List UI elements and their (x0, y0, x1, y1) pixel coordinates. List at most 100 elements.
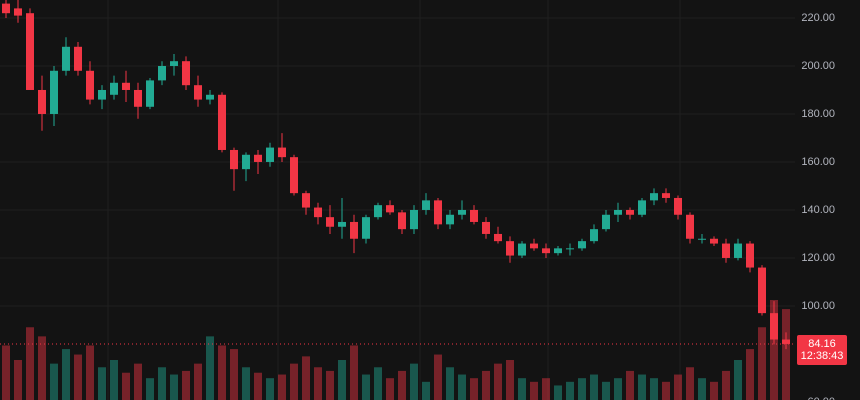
candle-body (746, 243, 754, 268)
volume-bar (650, 378, 658, 400)
candle-body (278, 147, 286, 158)
volume-bar (98, 367, 106, 400)
volume-bar (266, 378, 274, 400)
candle-body (494, 233, 502, 242)
candle-body (614, 209, 622, 215)
volume-bar (362, 374, 370, 400)
candle-body (650, 193, 658, 201)
candle-body (266, 147, 274, 162)
volume-bar (86, 345, 94, 400)
candle-body (170, 61, 178, 66)
candle-body (422, 200, 430, 210)
volume-bar (698, 378, 706, 400)
volume-bar (374, 367, 382, 400)
volume-bar (734, 360, 742, 400)
volume-bar (62, 349, 70, 400)
volume-bar (146, 378, 154, 400)
y-tick-label: 120.00 (801, 252, 835, 264)
candle-body (158, 65, 166, 81)
volume-bar (218, 345, 226, 400)
volume-bar (506, 360, 514, 400)
candle-body (74, 46, 82, 71)
volume-bar (134, 363, 142, 400)
candle-body (686, 214, 694, 239)
candle-body (314, 207, 322, 218)
candle-body (638, 200, 646, 215)
y-tick-label: 180.00 (801, 108, 835, 120)
candle-body (518, 243, 526, 256)
candle-body (398, 212, 406, 230)
volume-bar (602, 381, 610, 400)
candle-body (482, 221, 490, 234)
volume-bar (674, 374, 682, 400)
volume-bar (758, 327, 766, 400)
volume-bar (398, 370, 406, 400)
candle-body (182, 61, 190, 86)
candle-body (710, 238, 718, 244)
price-label: 84.16 (808, 338, 836, 350)
volume-bar (662, 381, 670, 400)
candle-body (374, 205, 382, 218)
candle-body (326, 217, 334, 227)
volume-bar (314, 367, 322, 400)
candle-body (362, 217, 370, 239)
volume-bar (242, 367, 250, 400)
candle-body (758, 267, 766, 314)
volume-bar (626, 370, 634, 400)
candle-body (542, 248, 550, 254)
candle-body (194, 85, 202, 100)
candle-body (98, 89, 106, 100)
volume-bar (50, 363, 58, 400)
candle-body (434, 200, 442, 225)
candle-body (26, 13, 34, 90)
candle-body (554, 248, 562, 254)
candle-body (86, 70, 94, 100)
volume-bar (722, 370, 730, 400)
candle-body (110, 82, 118, 95)
volume-bar (590, 374, 598, 400)
volume-bar (566, 381, 574, 400)
volume-bar (386, 378, 394, 400)
volume-bar (554, 385, 562, 400)
y-tick-label: 100.00 (801, 300, 835, 312)
volume-bar (26, 327, 34, 400)
volume-bar (278, 374, 286, 400)
candle-body (566, 248, 574, 250)
volume-bar (686, 367, 694, 400)
y-tick-label: 160.00 (801, 156, 835, 168)
volume-bar (230, 349, 238, 400)
volume-bar (494, 363, 502, 400)
y-tick-label: 60.00 (807, 396, 835, 400)
volume-bar (254, 372, 262, 400)
volume-bar (458, 374, 466, 400)
candle-body (626, 209, 634, 215)
candle-body (2, 3, 10, 14)
y-tick-label: 220.00 (801, 12, 835, 24)
volume-bar (578, 378, 586, 400)
candle-body (38, 89, 46, 114)
candle-body (722, 243, 730, 258)
volume-bar (2, 345, 10, 400)
candle-body (302, 193, 310, 208)
volume-bar (410, 363, 418, 400)
volume-bar (782, 309, 790, 400)
volume-bar (482, 370, 490, 400)
candle-body (218, 94, 226, 150)
volume-bar (434, 354, 442, 400)
volume-bar (74, 354, 82, 400)
volume-bar (350, 345, 358, 400)
volume-bar (290, 363, 298, 400)
volume-bar (170, 374, 178, 400)
candle-body (446, 214, 454, 225)
volume-bar (530, 381, 538, 400)
volume-bar (302, 356, 310, 400)
candle-body (242, 154, 250, 170)
volume-bar (470, 378, 478, 400)
candle-body (698, 238, 706, 240)
volume-bar (710, 381, 718, 400)
volume-bar (338, 360, 346, 400)
candle-body (458, 209, 466, 215)
volume-bar (542, 378, 550, 400)
